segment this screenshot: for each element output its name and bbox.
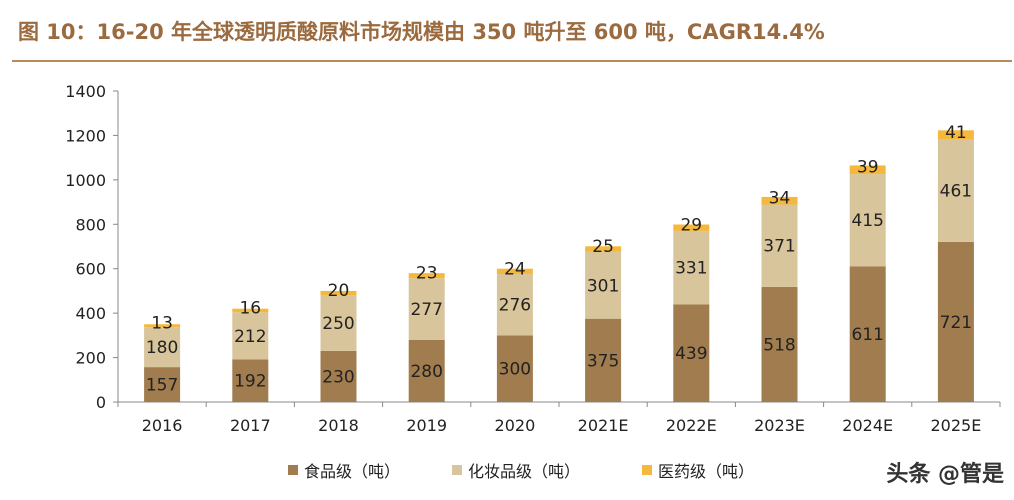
bar-segment bbox=[673, 224, 710, 231]
y-tick-label: 0 bbox=[96, 393, 106, 412]
data-label: 23 bbox=[416, 264, 438, 284]
data-label: 277 bbox=[410, 300, 442, 320]
bar-segment bbox=[144, 367, 181, 402]
data-label: 371 bbox=[763, 237, 795, 257]
x-tick-label: 2022E bbox=[666, 416, 717, 435]
data-label: 461 bbox=[940, 182, 972, 202]
data-label: 250 bbox=[322, 314, 354, 334]
data-label: 29 bbox=[680, 216, 702, 236]
bar-segment bbox=[320, 290, 357, 296]
y-tick-label: 800 bbox=[75, 215, 106, 234]
bar-segment bbox=[144, 324, 181, 328]
bar-segment bbox=[232, 308, 269, 313]
data-label: 34 bbox=[769, 189, 791, 209]
data-label: 301 bbox=[587, 276, 619, 296]
bar-segment bbox=[761, 196, 798, 205]
legend-swatch-food bbox=[288, 465, 298, 475]
x-tick-label: 2019 bbox=[406, 416, 447, 435]
data-label: 415 bbox=[851, 211, 883, 231]
bar-segment bbox=[937, 139, 974, 242]
bar-segment bbox=[496, 335, 533, 402]
x-tick-label: 2021E bbox=[578, 416, 629, 435]
data-label: 300 bbox=[499, 360, 531, 380]
bar-segment bbox=[408, 278, 445, 340]
y-tick-label: 1000 bbox=[65, 171, 106, 190]
data-label: 24 bbox=[504, 259, 526, 279]
data-label: 13 bbox=[151, 314, 173, 334]
bar-segment bbox=[585, 318, 622, 402]
x-tick-label: 2024E bbox=[842, 416, 893, 435]
x-tick-label: 2017 bbox=[230, 416, 271, 435]
bar-segment bbox=[585, 251, 622, 319]
chart-title: 图 10：16-20 年全球透明质酸原料市场规模由 350 吨升至 600 吨，… bbox=[18, 20, 825, 44]
bar-segment bbox=[849, 174, 886, 267]
bar-segment bbox=[496, 274, 533, 336]
legend-item-medical: 医药级（吨） bbox=[642, 458, 754, 482]
bar-segment bbox=[320, 350, 357, 402]
data-label: 212 bbox=[234, 327, 266, 347]
data-label: 20 bbox=[328, 281, 350, 301]
x-tick-label: 2025E bbox=[930, 416, 981, 435]
y-tick-label: 1400 bbox=[65, 82, 106, 101]
bar-segment bbox=[232, 359, 269, 402]
bar-segment bbox=[408, 339, 445, 402]
legend-label-medical: 医药级（吨） bbox=[658, 462, 755, 481]
x-tick-label: 2020 bbox=[495, 416, 536, 435]
data-label: 280 bbox=[410, 362, 442, 382]
x-tick-label: 2018 bbox=[318, 416, 359, 435]
bar-segment bbox=[408, 273, 445, 279]
data-label: 611 bbox=[851, 325, 883, 345]
data-label: 157 bbox=[146, 376, 178, 396]
data-label: 192 bbox=[234, 372, 266, 392]
legend-swatch-cosmetic bbox=[452, 465, 462, 475]
data-label: 16 bbox=[239, 298, 261, 318]
x-tick-label: 2016 bbox=[142, 416, 183, 435]
bar-segment bbox=[144, 327, 181, 368]
bar-segment bbox=[849, 266, 886, 402]
bar-segment bbox=[849, 165, 886, 175]
bar-segment bbox=[673, 230, 710, 305]
legend-item-cosmetic: 化妆品级（吨） bbox=[452, 458, 580, 482]
bar-segment bbox=[320, 295, 357, 351]
data-label: 721 bbox=[940, 313, 972, 333]
bar-segment bbox=[585, 246, 622, 252]
data-label: 230 bbox=[322, 367, 354, 387]
data-label: 276 bbox=[499, 296, 531, 316]
data-label: 375 bbox=[587, 351, 619, 371]
y-tick-label: 400 bbox=[75, 304, 106, 323]
title-divider bbox=[12, 60, 1012, 62]
data-label: 39 bbox=[857, 158, 879, 178]
bar-segment bbox=[761, 286, 798, 402]
bar-segment bbox=[937, 130, 974, 140]
data-label: 25 bbox=[592, 237, 614, 257]
legend-item-food: 食品级（吨） bbox=[288, 458, 400, 482]
bar-segment bbox=[232, 312, 269, 360]
bar-segment bbox=[496, 268, 533, 275]
legend-label-food: 食品级（吨） bbox=[304, 462, 401, 481]
legend-label-cosmetic: 化妆品级（吨） bbox=[468, 462, 581, 481]
data-label: 41 bbox=[945, 123, 967, 143]
bar-segment bbox=[761, 204, 798, 287]
y-tick-label: 1200 bbox=[65, 126, 106, 145]
legend-swatch-medical bbox=[642, 465, 652, 475]
bar-segment bbox=[673, 304, 710, 402]
watermark: 头条 @管是 bbox=[886, 462, 1004, 487]
data-label: 180 bbox=[146, 338, 178, 358]
data-label: 518 bbox=[763, 335, 795, 355]
x-tick-label: 2023E bbox=[754, 416, 805, 435]
data-label: 331 bbox=[675, 259, 707, 279]
y-tick-label: 200 bbox=[75, 349, 106, 368]
legend: 食品级（吨） 化妆品级（吨） 医药级（吨） bbox=[0, 458, 1014, 484]
y-tick-label: 600 bbox=[75, 260, 106, 279]
data-label: 439 bbox=[675, 344, 707, 364]
bar-segment bbox=[937, 241, 974, 402]
stacked-bar-chart: 0200400600800100012001400157180132016192… bbox=[65, 82, 1001, 435]
